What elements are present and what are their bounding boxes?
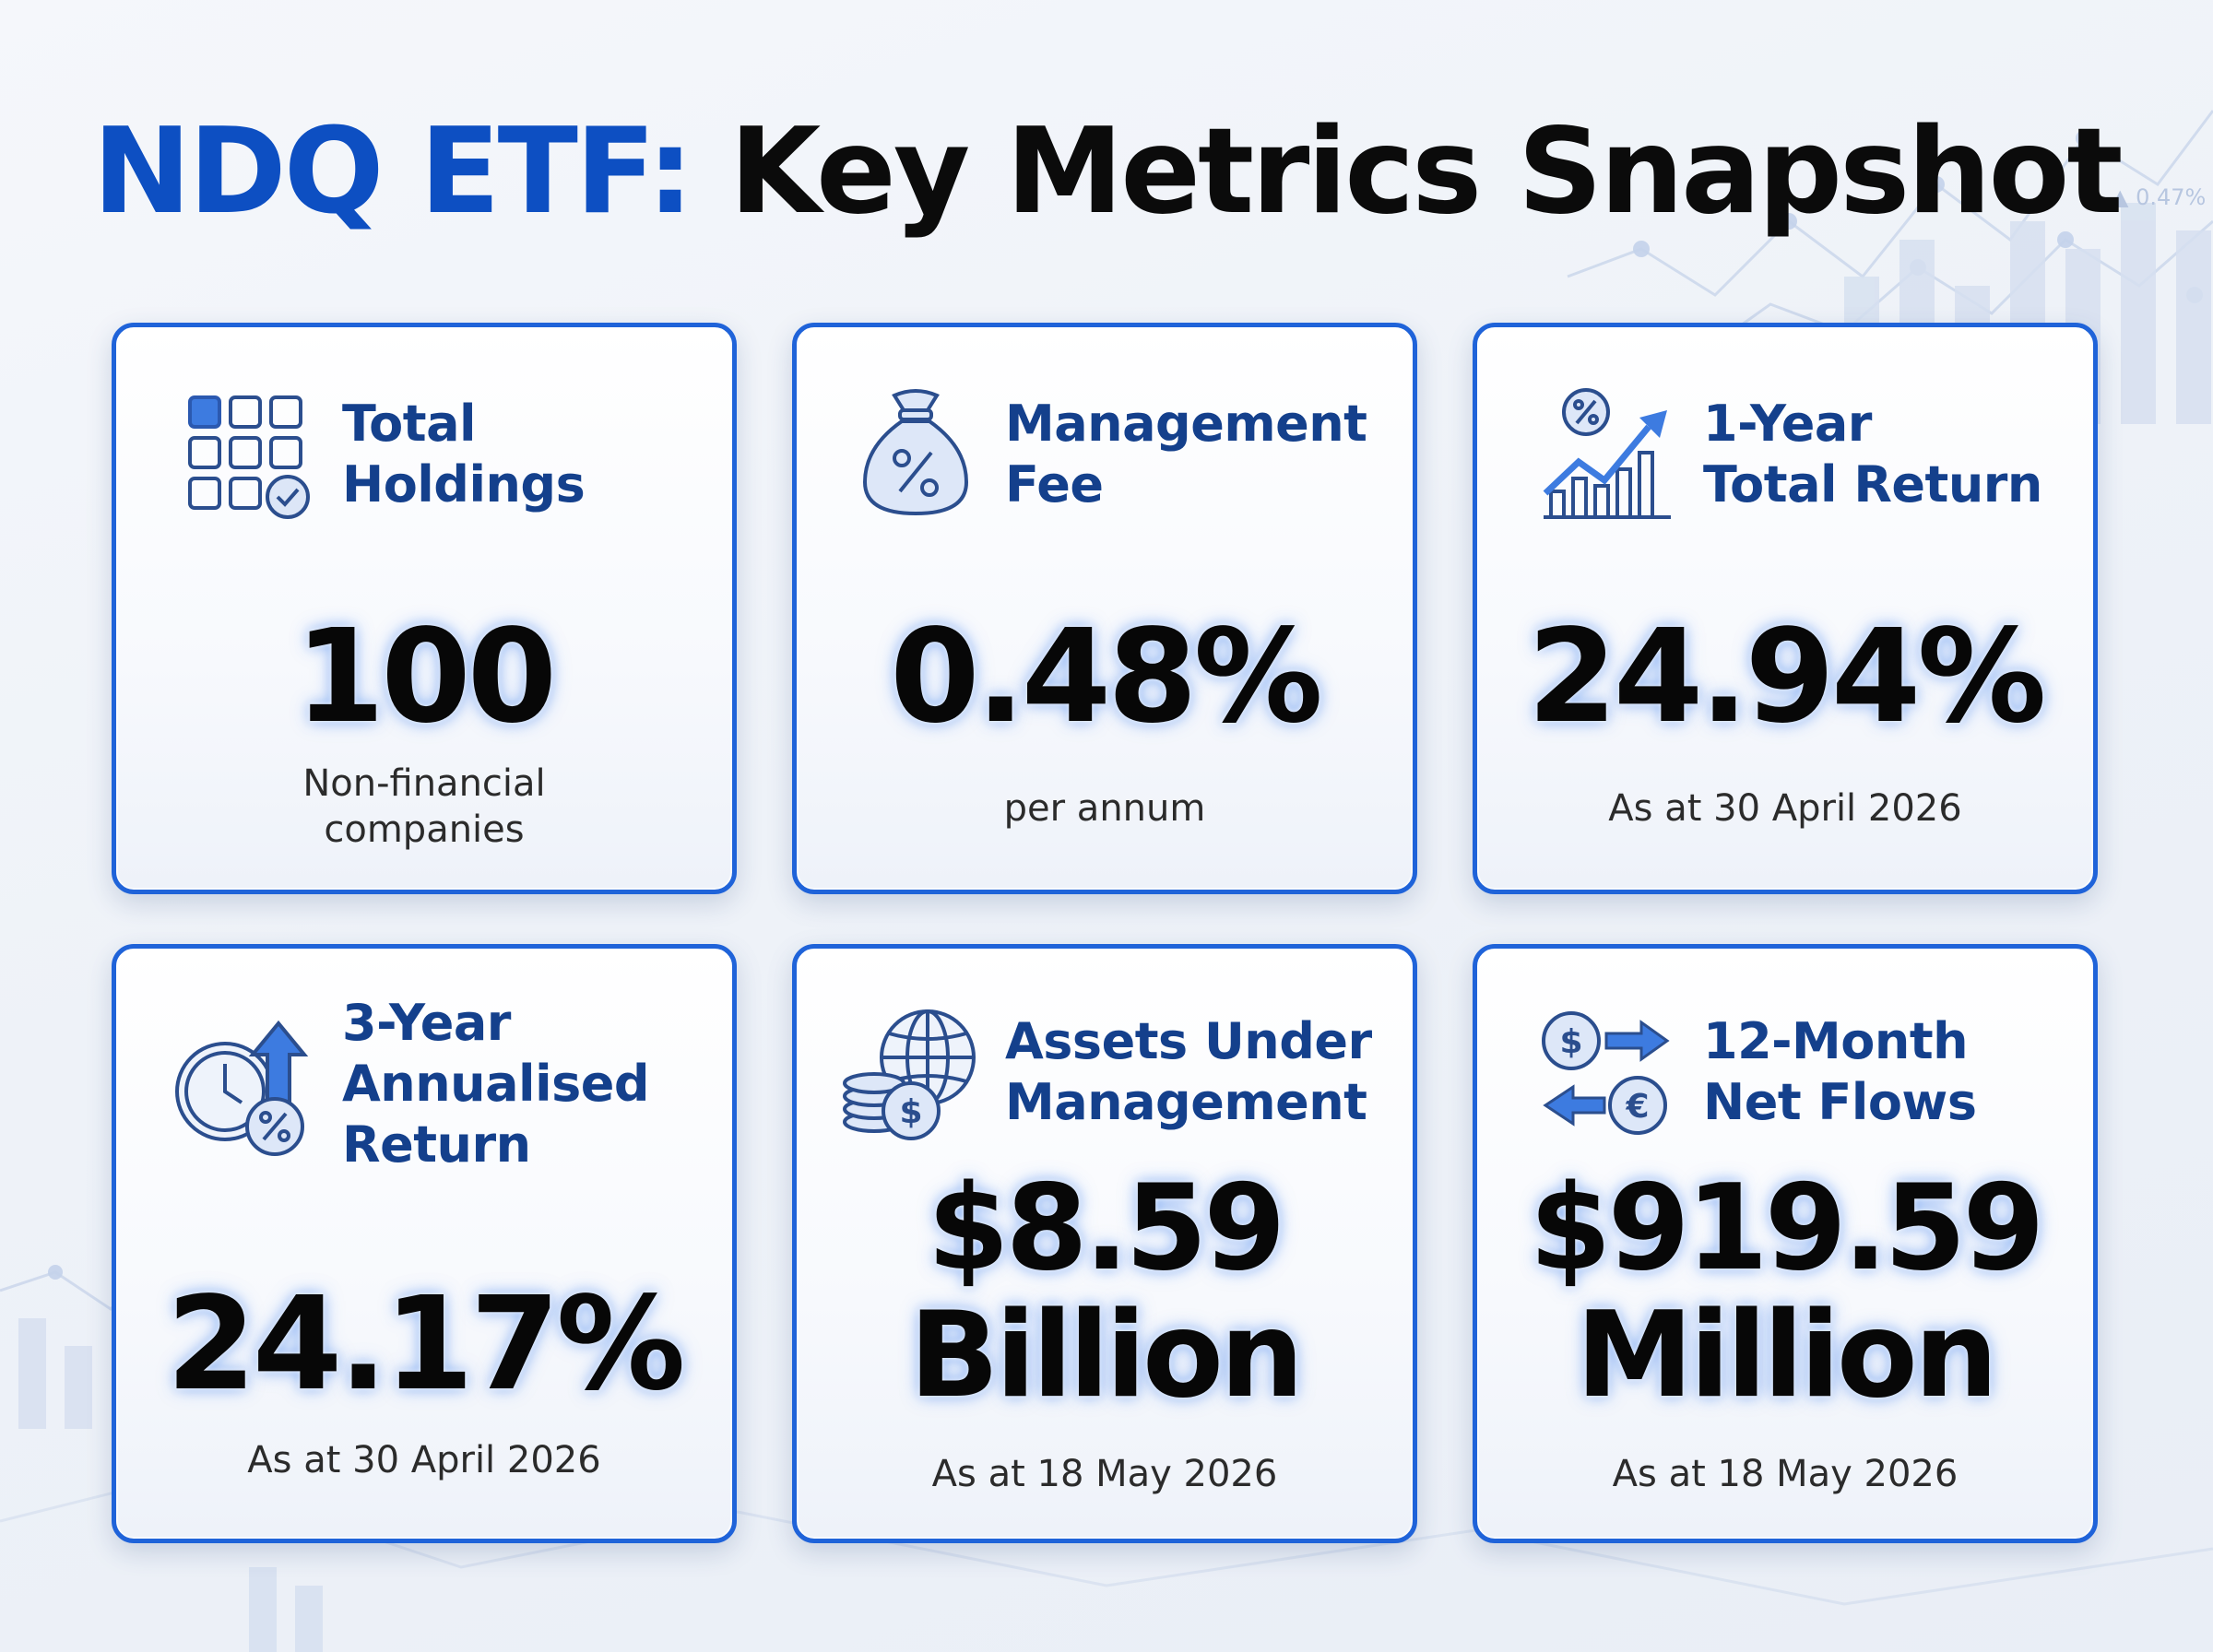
card-label: Assets Under Management: [1005, 1012, 1372, 1131]
money-bag-percent-icon: [862, 389, 969, 516]
card-label: 12-Month Net Flows: [1703, 1012, 1977, 1131]
svg-text:€: €: [1625, 1088, 1649, 1126]
card-subtext: As at 18 May 2026: [931, 1453, 1278, 1495]
card-12-month-net-flows: $ € 12-Month Net Flows $919.59 Million As …: [1473, 944, 2098, 1543]
card-value: $919.59 Million: [1529, 1160, 2045, 1424]
card-label: 3-Year Annualised Return: [342, 994, 650, 1174]
svg-text:$: $: [1559, 1023, 1582, 1061]
card-value: 0.48%: [890, 602, 1323, 752]
clock-arrow-percent-icon: [175, 1020, 309, 1156]
card-total-holdings: Total Holdings 100 Non-financial companies: [112, 323, 737, 894]
card-subtext: As at 30 April 2026: [1608, 787, 1962, 830]
card-1-year-total-return: 1-Year Total Return 24.94% As at 30 April…: [1473, 323, 2098, 894]
card-subtext: As at 30 April 2026: [247, 1439, 601, 1481]
title-rest: Key Metrics Snapshot: [729, 103, 2123, 241]
card-assets-under-management: $ Assets Under Management $8.59 Billion As…: [792, 944, 1417, 1543]
card-label: Management Fee: [1005, 395, 1367, 513]
card-value: 100: [294, 602, 557, 752]
background-ticker-text: ▲ 0.47%: [2112, 184, 2206, 210]
card-label: Total Holdings: [342, 395, 586, 513]
card-label: 1-Year Total Return: [1703, 395, 2042, 513]
card-subtext: Non-financial companies: [302, 762, 546, 851]
card-value: 24.17%: [166, 1269, 685, 1420]
card-value: $8.59 Billion: [908, 1160, 1304, 1424]
currency-exchange-icon: $ €: [1542, 1011, 1670, 1135]
page-title: NDQ ETF: Key Metrics Snapshot: [0, 103, 2213, 242]
card-subtext: As at 18 May 2026: [1612, 1453, 1959, 1495]
card-3-year-annualised-return: 3-Year Annualised Return 24.17% As at 30 A…: [112, 944, 737, 1543]
card-management-fee: Management Fee 0.48% per annum: [792, 323, 1417, 894]
svg-text:$: $: [899, 1093, 922, 1131]
globe-coins-icon: $: [843, 1009, 976, 1140]
card-subtext: per annum: [1003, 787, 1206, 830]
growth-chart-icon: [1543, 388, 1671, 519]
title-highlight: NDQ ETF:: [92, 103, 693, 241]
holdings-grid-icon: [188, 395, 310, 519]
card-value: 24.94%: [1527, 602, 2046, 752]
